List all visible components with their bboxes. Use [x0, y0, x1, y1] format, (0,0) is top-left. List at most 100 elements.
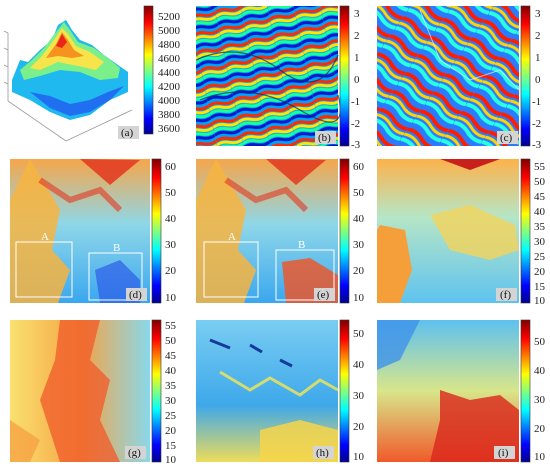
panel-b-label: (b): [318, 132, 331, 144]
cbar-d-tick: 10: [165, 292, 177, 304]
cbar-b-tick: -3: [351, 139, 361, 151]
panel-d-label-box: [126, 288, 147, 301]
panel-d-region-b-box: [88, 252, 143, 301]
panel-d-region-a-label: A: [41, 231, 49, 243]
panel-d-region-a-box: [15, 241, 73, 298]
cbar-h-tick: 40: [353, 359, 365, 371]
cbar-c-tick: 2: [535, 30, 541, 42]
panel-e: A B: [196, 159, 338, 303]
cbar-h-tick: 20: [353, 421, 365, 433]
panel-c-label-box: [497, 131, 518, 144]
cbar-a-tick: 4200: [158, 81, 181, 93]
panel-e-region-b-label: B: [298, 239, 305, 251]
cbar-i-tick: 50: [534, 336, 546, 348]
cbar-b-tick: 2: [354, 30, 360, 42]
cbar-e-tick: 60: [353, 161, 365, 173]
panel-e-region-b-box: [275, 249, 335, 301]
colorbar-e: 60 50 40 30 20 10: [339, 158, 365, 304]
panel-g-label: (g): [128, 447, 141, 459]
cbar-h-tick: 30: [353, 390, 365, 402]
panel-c-label: (c): [500, 132, 513, 144]
panel-g-label-box: [125, 446, 146, 459]
panel-i-label: (i): [498, 447, 509, 459]
colorbar-f: 55 50 45 40 35 30 25 20 15 10: [520, 158, 546, 307]
panel-d-label: (d): [129, 289, 142, 301]
cbar-a-tick: 3800: [158, 109, 181, 121]
cbar-c-tick: 0: [535, 74, 541, 86]
colorbar-a: 5200 5000 4800 4600 4400 4200 4000 3800 …: [143, 5, 181, 135]
cbar-g-tick: 35: [165, 380, 177, 392]
cbar-f-tick: 40: [534, 206, 546, 218]
panel-f-label-box: [496, 288, 517, 301]
cbar-a-tick: 4400: [158, 67, 181, 79]
cbar-a-tick: 4600: [158, 53, 181, 65]
cbar-f-tick: 35: [534, 221, 546, 233]
cbar-c-tick: 1: [535, 52, 541, 64]
cbar-d-tick: 50: [165, 187, 177, 199]
colorbar-h: 50 40 30 20 10: [339, 319, 365, 463]
panel-a-axes: [3, 30, 133, 142]
cbar-g-tick: 55: [165, 320, 177, 332]
cbar-h-tick: 10: [353, 451, 365, 463]
cbar-f-tick: 15: [534, 281, 546, 293]
cbar-c-tick: -1: [532, 96, 541, 108]
panel-a-label-box: [118, 126, 139, 139]
panel-e-region-a-box: [203, 241, 259, 298]
cbar-g-tick: 20: [165, 425, 177, 437]
cbar-b-tick: 1: [354, 52, 360, 64]
panel-d: A B: [10, 159, 150, 303]
panel-b: [195, 6, 341, 146]
panel-a: [3, 20, 133, 142]
cbar-g-tick: 50: [165, 335, 177, 347]
panel-g: [10, 320, 150, 462]
cbar-g-tick: 15: [165, 440, 177, 452]
cbar-a-tick: 4800: [158, 39, 181, 51]
panel-e-label-box: [314, 288, 335, 301]
cbar-g-tick: 30: [165, 395, 177, 407]
cbar-f-tick: 25: [534, 251, 546, 263]
panel-f-label: (f): [500, 289, 511, 301]
cbar-e-tick: 10: [353, 292, 365, 304]
cbar-e-tick: 20: [353, 265, 365, 277]
cbar-a-tick: 3600: [158, 123, 181, 135]
cbar-i-tick: 20: [534, 423, 546, 435]
cbar-i-tick: 40: [534, 365, 546, 377]
panel-i: [377, 320, 519, 462]
cbar-d-tick: 30: [165, 239, 177, 251]
cbar-b-tick: -2: [351, 118, 360, 130]
colorbar-g: 55 50 45 40 35 30 25 20 15 10: [151, 319, 177, 466]
panel-h-label: (h): [316, 447, 329, 459]
colorbar-b: 3 2 1 0 -1 -2 -3: [339, 5, 361, 151]
panel-c: [377, 6, 520, 146]
cbar-f-tick: 20: [534, 266, 546, 278]
cbar-c-tick: 3: [535, 8, 541, 20]
cbar-g-tick: 40: [165, 365, 177, 377]
colorbar-c: 3 2 1 0 -1 -2 -3: [520, 5, 542, 151]
cbar-e-tick: 30: [353, 239, 365, 251]
cbar-a-tick: 4000: [158, 95, 181, 107]
panel-e-label: (e): [317, 289, 330, 301]
cbar-a-tick: 5000: [158, 25, 181, 37]
cbar-d-tick: 40: [165, 213, 177, 225]
panel-f: [377, 159, 519, 303]
cbar-b-tick: -1: [351, 96, 360, 108]
cbar-d-tick: 20: [165, 265, 177, 277]
panel-a-label: (a): [121, 127, 134, 139]
cbar-f-tick: 55: [534, 161, 546, 173]
cbar-d-tick: 60: [165, 161, 177, 173]
cbar-i-tick: 30: [534, 394, 546, 406]
panel-h-label-box: [313, 446, 334, 459]
panel-h: [196, 320, 339, 462]
cbar-f-tick: 50: [534, 176, 546, 188]
cbar-a-tick: 5200: [158, 11, 181, 23]
colorbar-i: 50 40 30 20 10: [520, 319, 546, 463]
cbar-g-tick: 25: [165, 410, 177, 422]
cbar-c-tick: -3: [532, 139, 542, 151]
panel-e-region-a-label: A: [228, 231, 236, 243]
panel-i-label-box: [494, 446, 515, 459]
cbar-e-tick: 50: [353, 187, 365, 199]
cbar-e-tick: 40: [353, 213, 365, 225]
cbar-g-tick: 10: [165, 454, 177, 466]
panel-b-label-box: [315, 131, 336, 144]
